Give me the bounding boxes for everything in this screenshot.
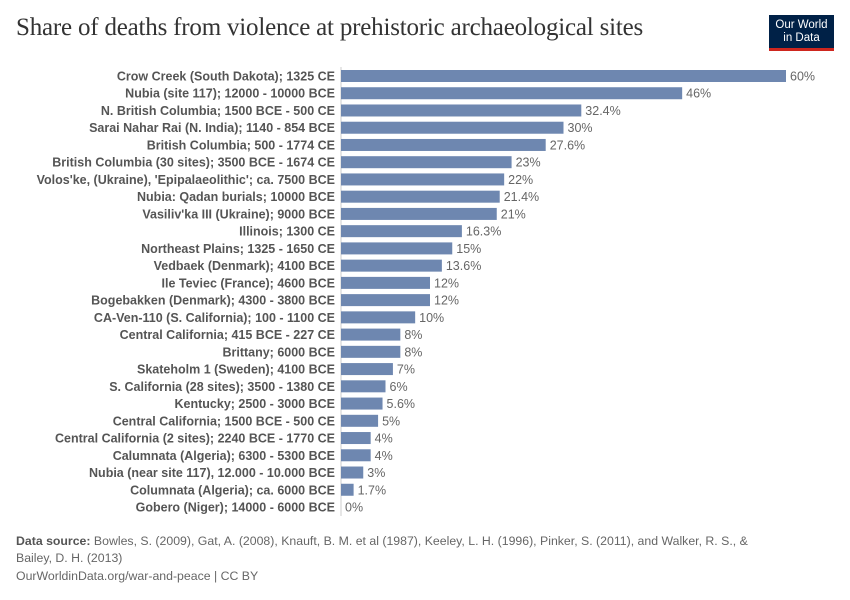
value-label: 3% [367, 466, 385, 480]
bar[interactable] [341, 225, 462, 238]
value-label: 21% [501, 207, 526, 221]
bar[interactable] [341, 138, 546, 151]
category-label: Nubia (site 117); 12000 - 10000 BCE [125, 87, 335, 101]
category-label: CA-Ven-110 (S. California); 100 - 1100 C… [94, 311, 335, 325]
bar[interactable] [341, 466, 364, 479]
value-label: 7% [397, 363, 415, 377]
bar[interactable] [341, 121, 564, 134]
category-label: Kentucky; 2500 - 3000 BCE [175, 397, 336, 411]
value-label: 21.4% [504, 190, 539, 204]
category-label: Bogebakken (Denmark); 4300 - 3800 BCE [91, 294, 335, 308]
category-label: Skateholm 1 (Sweden); 4100 BCE [137, 363, 335, 377]
source-label: Data source: [16, 534, 91, 548]
category-label: S. California (28 sites); 3500 - 1380 CE [109, 380, 335, 394]
value-label: 27.6% [550, 138, 585, 152]
owid-logo[interactable]: Our World in Data [769, 15, 834, 51]
bar[interactable] [341, 207, 497, 220]
value-label: 8% [404, 328, 422, 342]
bar[interactable] [341, 242, 453, 255]
category-label: Calumnata (Algeria); 6300 - 5300 BCE [113, 449, 335, 463]
bar[interactable] [341, 87, 683, 100]
bar[interactable] [341, 483, 354, 496]
value-label: 60% [790, 70, 815, 84]
bar[interactable] [341, 190, 500, 203]
category-label: Central California; 415 BCE - 227 CE [120, 328, 335, 342]
category-label: Crow Creek (South Dakota); 1325 CE [117, 70, 335, 84]
category-label: British Columbia; 500 - 1774 CE [147, 138, 335, 152]
value-label: 4% [375, 432, 393, 446]
bar[interactable] [341, 414, 379, 427]
bar[interactable] [341, 70, 786, 82]
category-label: Vasiliv'ka III (Ukraine); 9000 BCE [142, 207, 335, 221]
bar[interactable] [341, 173, 505, 186]
category-label: Gobero (Niger); 14000 - 6000 BCE [136, 501, 335, 515]
bar[interactable] [341, 449, 371, 462]
value-label: 5% [382, 414, 400, 428]
value-label: 1.7% [358, 483, 387, 497]
value-label: 46% [686, 87, 711, 101]
bar[interactable] [341, 104, 582, 117]
category-label: Volos'ke, (Ukraine), 'Epipalaeolithic'; … [37, 173, 335, 187]
value-label: 12% [434, 276, 459, 290]
value-label: 6% [390, 380, 408, 394]
value-label: 12% [434, 294, 459, 308]
value-label: 13.6% [446, 259, 481, 273]
value-label: 32.4% [585, 104, 620, 118]
value-label: 30% [568, 121, 593, 135]
value-label: 0% [345, 501, 363, 515]
bar[interactable] [341, 328, 401, 341]
category-label: Nubia: Qadan burials; 10000 BCE [137, 190, 335, 204]
value-label: 23% [516, 156, 541, 170]
category-label: Nubia (near site 117), 12.000 - 10.000 B… [89, 466, 335, 480]
chart-title: Share of deaths from violence at prehist… [16, 14, 644, 41]
category-label: Sarai Nahar Rai (N. India); 1140 - 854 B… [89, 121, 335, 135]
value-label: 10% [419, 311, 444, 325]
bar[interactable] [341, 432, 371, 445]
category-label: N. British Columbia; 1500 BCE - 500 CE [101, 104, 335, 118]
value-label: 16.3% [466, 225, 501, 239]
bar[interactable] [341, 294, 430, 307]
category-label: Central California; 1500 BCE - 500 CE [113, 414, 335, 428]
category-label: Brittany; 6000 BCE [222, 345, 335, 359]
logo-line2: in Data [783, 32, 820, 44]
category-label: Ile Teviec (France); 4600 BCE [162, 276, 335, 290]
footer-link[interactable]: OurWorldinData.org/war-and-peace | CC BY [16, 569, 259, 583]
value-label: 4% [375, 449, 393, 463]
value-label: 22% [508, 173, 533, 187]
category-label: Central California (2 sites); 2240 BCE -… [55, 432, 335, 446]
category-label: Columnata (Algeria); ca. 6000 BCE [130, 483, 335, 497]
value-label: 8% [404, 345, 422, 359]
data-source: Data source: Bowles, S. (2009), Gat, A. … [16, 533, 776, 567]
value-label: 5.6% [387, 397, 416, 411]
bar[interactable] [341, 311, 416, 324]
bar[interactable] [341, 363, 393, 376]
value-label: 15% [456, 242, 481, 256]
bar[interactable] [341, 345, 401, 358]
category-label: Vedbaek (Denmark); 4100 BCE [154, 259, 335, 273]
source-text: Bowles, S. (2009), Gat, A. (2008), Knauf… [16, 534, 748, 565]
bar[interactable] [341, 156, 512, 169]
bar[interactable] [341, 380, 386, 393]
category-label: Illinois; 1300 CE [239, 225, 335, 239]
category-label: British Columbia (30 sites); 3500 BCE - … [52, 156, 335, 170]
category-label: Northeast Plains; 1325 - 1650 CE [141, 242, 335, 256]
bar[interactable] [341, 397, 383, 410]
bar[interactable] [341, 276, 430, 289]
bar[interactable] [341, 259, 442, 272]
logo-line1: Our World [775, 19, 828, 31]
